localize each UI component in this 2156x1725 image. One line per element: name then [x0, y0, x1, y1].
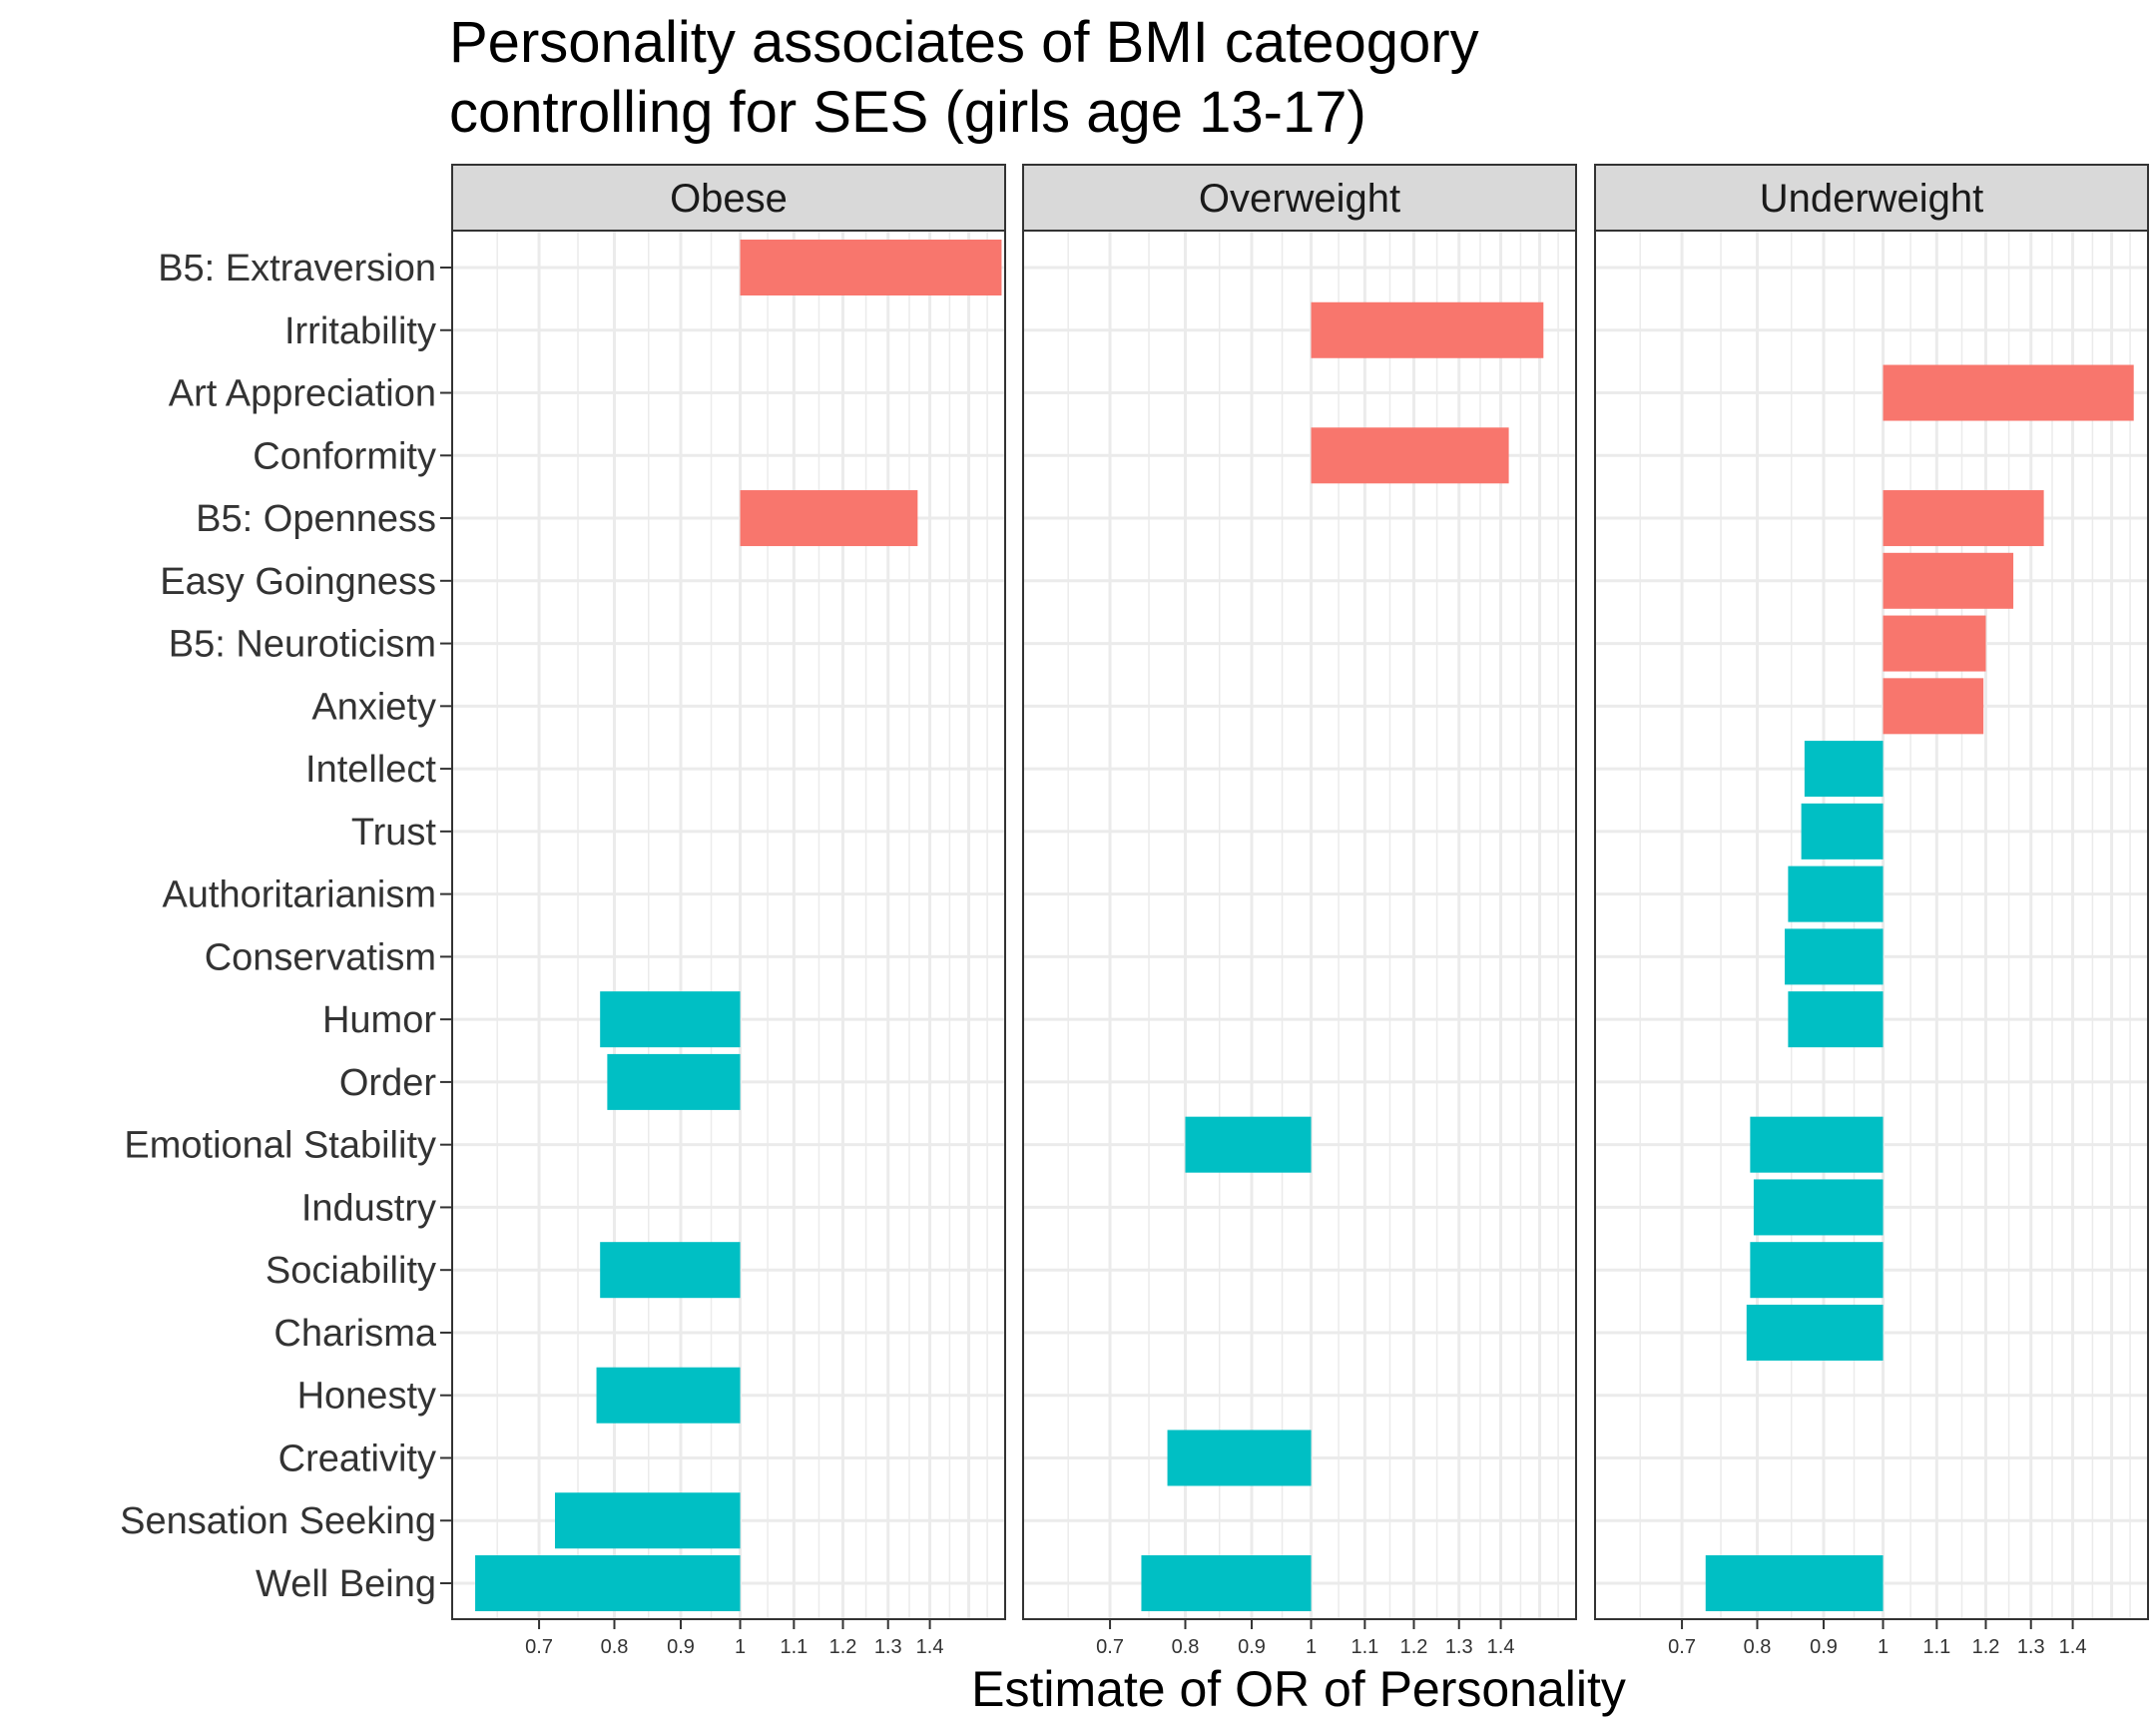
x-tick-label: 1.1	[1922, 1636, 1950, 1658]
x-tick-label: 1.2	[1400, 1636, 1428, 1658]
x-tick-label: 1.3	[2017, 1636, 2045, 1658]
bar	[607, 1053, 741, 1110]
y-axis-labels: B5: Extraversion Irritability Art Apprecia…	[120, 248, 452, 1605]
y-tick-label: Conformity	[253, 435, 436, 477]
x-tick-label: 0.7	[1096, 1636, 1124, 1658]
x-tick-label: 1.3	[1445, 1636, 1473, 1658]
x-tick-label: 1.4	[2059, 1636, 2087, 1658]
y-tick-label: Art Appreciation	[169, 373, 436, 415]
x-tick-label: 1	[735, 1636, 746, 1658]
bar	[740, 240, 1002, 295]
x-tick-label: 0.7	[525, 1636, 553, 1658]
y-tick-label: Anxiety	[311, 686, 436, 728]
bar	[475, 1555, 741, 1611]
bar	[740, 490, 918, 547]
y-tick-label: Humor	[322, 999, 436, 1041]
x-tick-label: 0.9	[667, 1636, 695, 1658]
bar	[1788, 865, 1884, 922]
facet-strip-label: Obese	[670, 177, 788, 221]
bar	[1185, 1116, 1312, 1173]
bar	[1883, 490, 2044, 547]
bar	[596, 1367, 741, 1424]
bar	[1167, 1430, 1312, 1486]
y-tick-label: Conservatism	[205, 936, 436, 978]
y-tick-label: Charisma	[273, 1313, 436, 1355]
y-tick-label: Emotional Stability	[124, 1125, 436, 1167]
x-tick-label: 0.8	[1172, 1636, 1200, 1658]
y-tick-label: Well Being	[256, 1563, 436, 1605]
bar	[600, 991, 741, 1048]
facet-strip	[1594, 164, 2149, 232]
panel-border	[1022, 230, 1577, 1620]
x-tick-label: 0.9	[1810, 1636, 1838, 1658]
y-tick-label: Sociability	[266, 1250, 436, 1292]
bar	[554, 1492, 741, 1549]
bar	[600, 1242, 741, 1299]
chart-title-line-1: Personality associates of BMI cateogory	[449, 10, 1479, 75]
y-tick-label: Irritability	[284, 310, 436, 352]
bar	[1785, 928, 1884, 985]
y-tick-label: Sensation Seeking	[120, 1500, 436, 1542]
bar	[1883, 364, 2134, 421]
y-tick-label: Easy Goingness	[160, 561, 436, 603]
y-tick-label: B5: Openness	[196, 498, 436, 540]
panel-border	[1594, 230, 2149, 1620]
bar	[1883, 678, 1984, 735]
facet-panel: Overweight 0.7 0.8 0.9 1 1.1 1.2 1.3 1.4	[1022, 164, 1577, 1658]
bar	[1705, 1555, 1884, 1611]
x-tick-label: 1	[1878, 1636, 1888, 1658]
y-tick-label: Intellect	[305, 749, 436, 791]
bar	[1141, 1555, 1312, 1611]
y-tick-label: Trust	[351, 812, 437, 854]
y-tick-label: Creativity	[278, 1438, 436, 1479]
bar	[1883, 552, 2014, 609]
y-tick-label: B5: Extraversion	[158, 248, 436, 289]
x-tick-label: 1.2	[1972, 1636, 2000, 1658]
x-tick-label: 0.7	[1668, 1636, 1696, 1658]
facet-strip	[1022, 164, 1577, 232]
facet-strip-label: Underweight	[1760, 177, 1984, 221]
facet-panels: Obese 0.7 0.8 0.9 1 1.1 1.2 1.3 1.4 Overweight 0.7…	[451, 164, 2149, 1658]
bar	[1804, 741, 1884, 798]
x-tick-label: 1.4	[1487, 1636, 1515, 1658]
panel-border	[451, 230, 1006, 1620]
y-tick-label: Industry	[301, 1187, 436, 1229]
x-tick-label: 1.4	[916, 1636, 944, 1658]
y-tick-label: Honesty	[297, 1376, 436, 1418]
x-tick-label: 0.9	[1238, 1636, 1266, 1658]
chart-title-line-2: controlling for SES (girls age 13-17)	[449, 80, 1366, 145]
y-tick-label: B5: Neuroticism	[169, 624, 436, 666]
x-tick-label: 1.1	[1350, 1636, 1378, 1658]
bar	[1750, 1242, 1884, 1299]
x-axis-label: Estimate of OR of Personality	[971, 1661, 1626, 1717]
bar	[1746, 1304, 1884, 1361]
x-tick-label: 1	[1306, 1636, 1317, 1658]
x-tick-label: 1.3	[874, 1636, 902, 1658]
facet-panel: Obese 0.7 0.8 0.9 1 1.1 1.2 1.3 1.4	[451, 164, 1006, 1658]
x-tick-label: 0.8	[1744, 1636, 1772, 1658]
bar	[1750, 1116, 1884, 1173]
panel-background	[1595, 231, 2148, 1619]
bar	[1883, 615, 1986, 672]
x-tick-label: 1.2	[829, 1636, 857, 1658]
bar	[1311, 301, 1544, 358]
bar	[1311, 427, 1509, 484]
facet-panel: Underweight 0.7 0.8 0.9 1 1.1 1.2 1.3 1.4	[1594, 164, 2149, 1658]
y-tick-label: Authoritarianism	[162, 874, 436, 916]
x-tick-label: 1.1	[780, 1636, 808, 1658]
facet-strip-label: Overweight	[1199, 177, 1400, 221]
bar	[1753, 1179, 1884, 1236]
y-tick-label: Order	[339, 1062, 436, 1104]
bar	[1801, 803, 1884, 860]
x-tick-label: 0.8	[601, 1636, 629, 1658]
bar	[1788, 991, 1884, 1048]
